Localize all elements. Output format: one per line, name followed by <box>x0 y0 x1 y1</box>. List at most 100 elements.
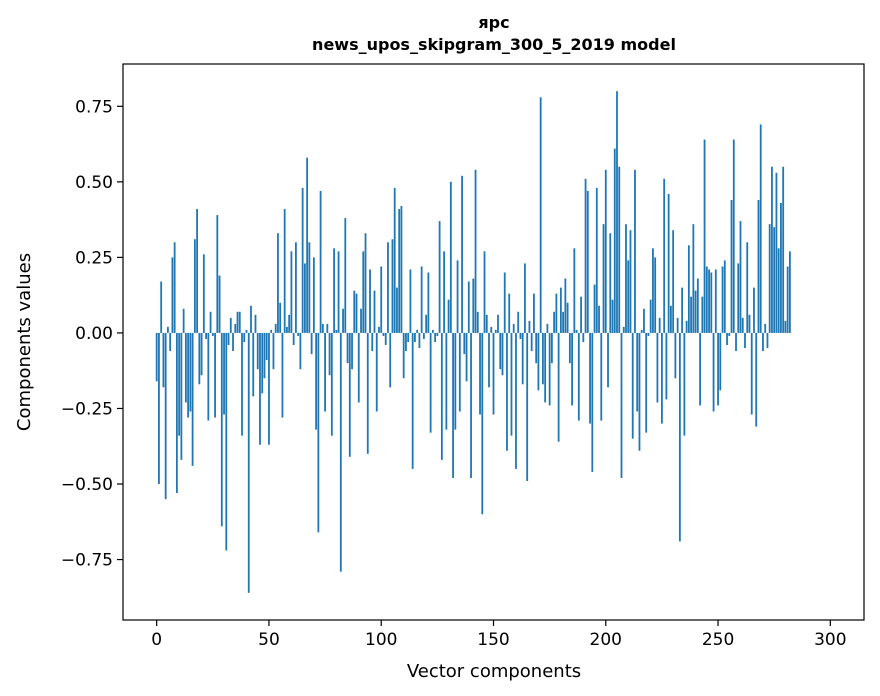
bar <box>690 296 692 333</box>
bar <box>652 248 654 333</box>
bar <box>346 332 349 364</box>
bar <box>225 332 228 551</box>
bar <box>595 187 598 333</box>
bar <box>728 332 731 336</box>
bar <box>712 332 715 412</box>
bar <box>416 329 419 333</box>
bar <box>162 332 165 388</box>
x-tick-label: 0 <box>151 630 162 650</box>
bar <box>524 263 526 333</box>
bar <box>476 311 479 333</box>
bar <box>227 332 230 346</box>
bar <box>407 332 410 342</box>
bar <box>506 332 508 451</box>
bar <box>357 332 360 403</box>
bar <box>575 329 578 333</box>
bar <box>582 332 585 342</box>
bar <box>530 332 533 352</box>
bar <box>319 190 322 333</box>
bar <box>645 332 648 433</box>
bar <box>155 332 158 382</box>
bar <box>658 317 661 333</box>
bar <box>656 332 659 403</box>
bar <box>463 332 466 355</box>
bar <box>494 329 497 333</box>
bar <box>483 251 486 333</box>
bar <box>694 290 697 333</box>
bar <box>705 266 708 333</box>
bar <box>703 139 706 333</box>
bar <box>445 332 448 430</box>
bar <box>640 329 643 333</box>
bar <box>602 224 605 333</box>
bar <box>681 287 684 333</box>
bar <box>748 314 751 333</box>
bar <box>328 332 331 376</box>
bar <box>207 332 210 421</box>
bar <box>312 257 315 333</box>
bar <box>265 332 268 361</box>
bar <box>573 248 576 333</box>
bar <box>290 251 293 333</box>
bar <box>364 233 367 333</box>
bar <box>382 332 385 336</box>
bar <box>283 209 286 333</box>
bar <box>622 326 625 333</box>
bar <box>517 311 520 333</box>
bar <box>757 199 760 333</box>
bar <box>508 293 511 333</box>
bar <box>566 302 569 333</box>
y-tick-label: −0.50 <box>61 475 113 495</box>
bar <box>245 329 248 333</box>
bar <box>571 332 573 406</box>
bar <box>310 332 313 355</box>
bar <box>701 296 704 333</box>
bar <box>254 314 257 333</box>
bar <box>339 332 342 572</box>
bar <box>369 269 371 333</box>
bar <box>481 332 484 515</box>
bar <box>420 266 423 333</box>
bar <box>387 242 389 333</box>
bar <box>620 332 623 478</box>
bar <box>380 266 383 333</box>
bar <box>216 215 219 333</box>
bar <box>301 187 304 333</box>
bar <box>252 332 255 397</box>
bar <box>261 332 264 394</box>
bar <box>618 166 621 333</box>
y-tick-label: 0.50 <box>75 173 113 193</box>
bar <box>647 332 650 336</box>
bar <box>330 332 333 436</box>
bar <box>286 326 288 333</box>
bar <box>474 169 477 333</box>
bar <box>458 332 461 412</box>
bar <box>218 275 221 333</box>
bar <box>274 323 277 333</box>
y-tick-label: 0.00 <box>75 324 113 344</box>
bar <box>171 257 174 333</box>
bar <box>732 139 735 333</box>
bar <box>467 281 470 333</box>
bar <box>544 332 547 403</box>
bar <box>342 308 344 333</box>
bar <box>542 332 544 385</box>
bar <box>250 305 252 333</box>
bar <box>714 269 717 333</box>
bar <box>739 221 742 333</box>
bar <box>750 332 753 415</box>
bar <box>661 332 663 424</box>
bar <box>685 320 688 333</box>
bar <box>398 209 401 333</box>
bar <box>317 332 320 533</box>
bar <box>598 305 600 333</box>
bar <box>247 332 250 593</box>
x-tick-label: 300 <box>814 630 846 650</box>
bar <box>683 332 686 436</box>
bar <box>528 320 531 333</box>
bar <box>167 326 169 333</box>
bar <box>771 166 773 333</box>
bar <box>548 332 551 406</box>
